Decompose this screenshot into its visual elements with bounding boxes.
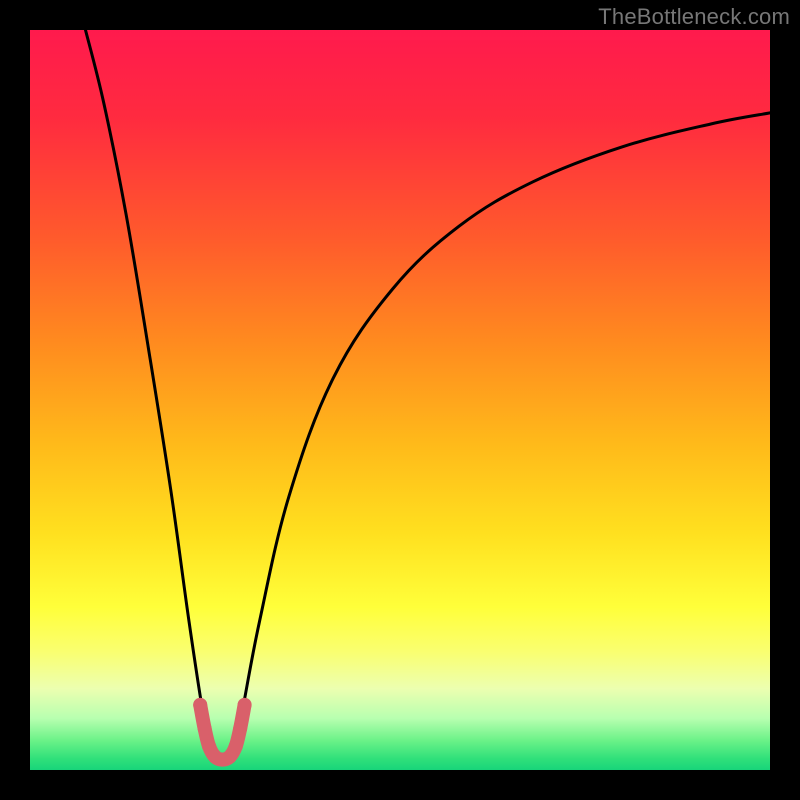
bottleneck-chart — [30, 30, 770, 770]
chart-frame — [30, 30, 770, 770]
watermark: TheBottleneck.com — [598, 4, 790, 30]
gradient-background — [30, 30, 770, 770]
